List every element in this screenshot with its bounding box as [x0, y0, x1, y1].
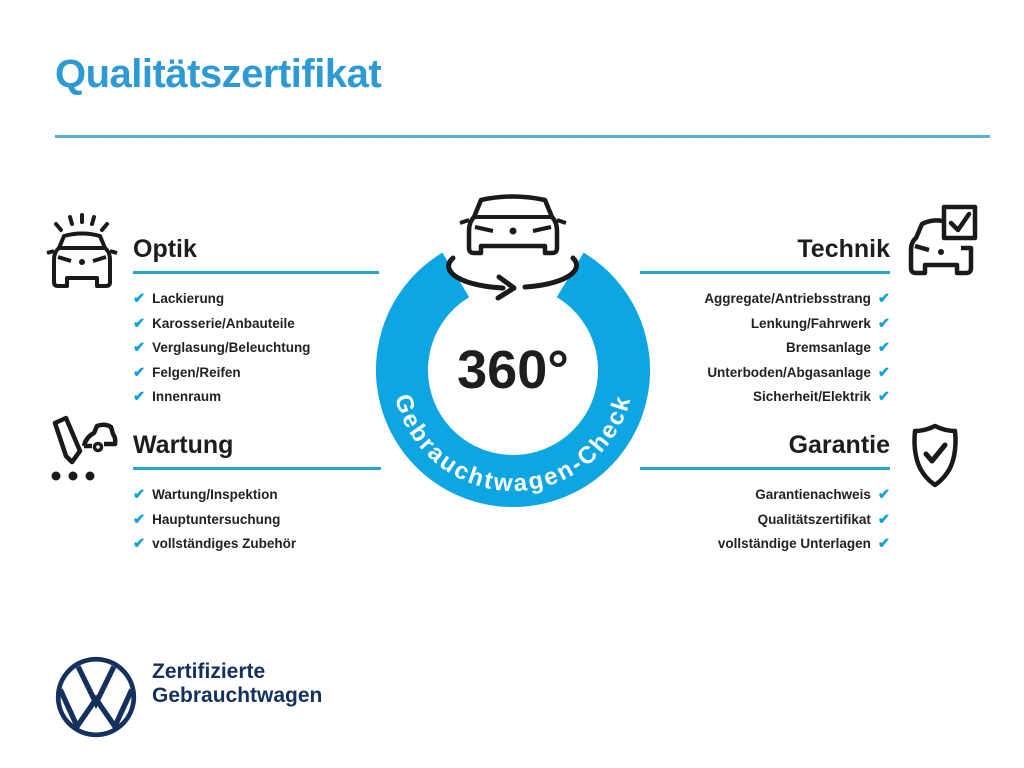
section-divider — [640, 467, 890, 470]
checklist-item-label: Garantienachweis — [755, 487, 871, 502]
check-icon: ✔ — [133, 364, 146, 381]
footer-brand-text: Zertifizierte Gebrauchtwagen — [152, 660, 322, 708]
checklist-item-label: Wartung/Inspektion — [152, 487, 278, 502]
car-rotation-icon — [446, 194, 579, 301]
checklist-item-label: Felgen/Reifen — [152, 364, 241, 380]
360-check-badge: Gebrauchtwagen-Check 360° — [376, 194, 650, 508]
checklist-item-label: Sicherheit/Elektrik — [753, 389, 871, 404]
shield-check-icon — [912, 423, 958, 488]
checklist-item: Garantienachweis ✔ — [640, 483, 890, 508]
checklist-item-label: Karosserie/Anbauteile — [152, 315, 295, 331]
checklist-item-label: Innenraum — [152, 389, 222, 404]
checklist-item: ✔ Karosserie/Anbauteile — [133, 312, 379, 337]
checklist-item: ✔ Verglasung/Beleuchtung — [133, 336, 379, 361]
check-icon: ✔ — [133, 511, 146, 528]
footer-brand-line2: Gebrauchtwagen — [152, 684, 323, 707]
section-title-garantie: Garantie — [788, 431, 890, 459]
check-icon: ✔ — [133, 487, 146, 503]
section-title-technik: Technik — [797, 235, 890, 263]
check-icon: ✔ — [877, 487, 890, 503]
page-title: Qualitätszertifikat — [55, 52, 382, 96]
check-icon: ✔ — [133, 291, 146, 307]
section-wartung: Wartung ✔ Wartung/Inspektion ✔ Hauptuntersu… — [133, 430, 381, 557]
check-icon: ✔ — [877, 389, 890, 405]
service-checklist-icon — [51, 415, 118, 481]
section-garantie: Garantie Garantienachweis ✔ Qualitätszerti… — [640, 430, 890, 557]
checklist-item-label: Lenkung/Fahrwerk — [750, 315, 871, 331]
checklist-item: Bremsanlage ✔ — [640, 336, 890, 361]
section-optik: Optik ✔ Lackierung ✔ Karosserie/Anbauteile ✔… — [133, 234, 379, 410]
checklist-item: ✔ Lackierung — [133, 287, 379, 312]
check-icon: ✔ — [133, 536, 146, 552]
checklist-item-label: Lackierung — [152, 291, 225, 306]
checklist-item-label: Verglasung/Beleuchtung — [152, 340, 311, 355]
footer-brand-line1: Zertifizierte — [152, 660, 266, 683]
car-checkbox-icon — [908, 204, 978, 276]
section-technik: Technik Aggregate/Antriebsstrang ✔ Lenkung… — [640, 234, 890, 410]
check-icon: ✔ — [877, 536, 890, 552]
section-divider — [133, 467, 381, 470]
check-icon: ✔ — [133, 340, 146, 356]
checklist-wartung: ✔ Wartung/Inspektion ✔ Hauptuntersuchung ✔ vo… — [133, 483, 381, 557]
checklist-optik: ✔ Lackierung ✔ Karosserie/Anbauteile ✔ Vergla… — [133, 287, 379, 410]
checklist-item-label: vollständige Unterlagen — [717, 536, 871, 551]
checklist-item: ✔ Wartung/Inspektion — [133, 483, 381, 508]
checklist-item: Aggregate/Antriebsstrang ✔ — [640, 287, 890, 312]
checklist-garantie: Garantienachweis ✔ Qualitätszertifikat ✔ vol… — [640, 483, 890, 557]
badge-center-text: 360° — [457, 340, 569, 400]
checklist-item: Unterboden/Abgasanlage ✔ — [640, 361, 890, 386]
vw-logo — [55, 656, 137, 738]
check-icon: ✔ — [877, 364, 890, 381]
checklist-item: ✔ Hauptuntersuchung — [133, 508, 381, 533]
check-icon: ✔ — [877, 315, 890, 332]
check-icon: ✔ — [133, 315, 146, 332]
checklist-item-label: Unterboden/Abgasanlage — [707, 364, 871, 380]
title-divider — [55, 135, 990, 138]
check-icon: ✔ — [133, 389, 146, 405]
sparkling-car-icon — [46, 213, 118, 288]
checklist-item: ✔ Felgen/Reifen — [133, 361, 379, 386]
check-icon: ✔ — [877, 291, 890, 307]
checklist-item-label: Qualitätszertifikat — [757, 511, 871, 527]
checklist-item: vollständige Unterlagen ✔ — [640, 532, 890, 557]
check-icon: ✔ — [877, 511, 890, 528]
checklist-item-label: Hauptuntersuchung — [152, 511, 281, 527]
check-icon: ✔ — [877, 340, 890, 356]
checklist-item: ✔ vollständiges Zubehör — [133, 532, 381, 557]
checklist-item: Sicherheit/Elektrik ✔ — [640, 385, 890, 410]
section-title-optik: Optik — [133, 235, 197, 263]
checklist-item-label: Bremsanlage — [786, 340, 871, 355]
checklist-item-label: vollständiges Zubehör — [152, 536, 297, 551]
checklist-technik: Aggregate/Antriebsstrang ✔ Lenkung/Fahrwer… — [640, 287, 890, 410]
checklist-item: Lenkung/Fahrwerk ✔ — [640, 312, 890, 337]
section-title-wartung: Wartung — [133, 431, 234, 459]
checklist-item: ✔ Innenraum — [133, 385, 379, 410]
checklist-item-label: Aggregate/Antriebsstrang — [704, 291, 871, 306]
checklist-item: Qualitätszertifikat ✔ — [640, 508, 890, 533]
section-divider — [133, 271, 379, 274]
section-divider — [640, 271, 890, 274]
badge-ring — [376, 252, 650, 508]
